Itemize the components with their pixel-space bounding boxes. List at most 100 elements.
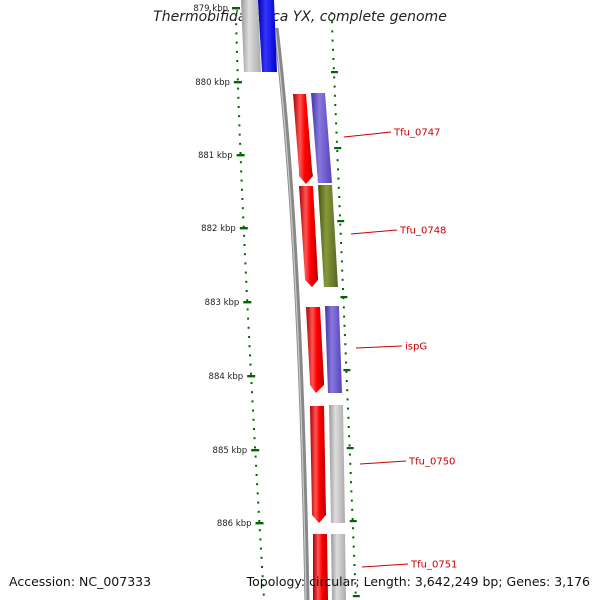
scale-dot [253,437,256,440]
scale-dot [343,315,346,318]
kbp-tick-label: 885 kbp [213,446,248,456]
scale-dot [338,214,341,217]
scale-dot [250,382,253,384]
scale-dot [344,343,347,346]
kbp-tick-mark [243,301,252,304]
scale-dot [253,428,255,430]
gene-leader-line [350,229,398,235]
scale-dot [257,510,260,513]
scale-dot [241,188,243,191]
gene-arrow-tfu0747 [293,94,313,184]
scale-dot [347,407,349,410]
gene-leader-line [359,460,407,465]
scale-dot [238,124,241,127]
kbp-tick-label: 881 kbp [198,151,233,161]
scale-dot [333,76,336,79]
scale-dot [347,416,350,419]
kbp-tick-label: 884 kbp [209,372,244,382]
scale-dot [257,501,260,504]
scale-dot [250,372,252,375]
scale-dot [261,575,264,578]
scale-dot [348,444,351,447]
scale-dot [354,591,357,594]
scale-dot [345,361,348,364]
scale-dot [236,60,239,62]
scale-dot [349,472,352,474]
cog-bar-tfu0747 [311,93,332,183]
gene-label: Tfu_0747 [393,128,440,139]
right-tick-mark [337,220,345,223]
scale-dot [344,352,347,355]
scale-dot [239,142,242,145]
gene-arrow-tfu0748 [299,186,318,287]
scale-dot [335,131,338,134]
scale-dot [235,23,238,26]
scale-dot [340,260,343,263]
scale-dot [259,547,262,550]
right-tick-mark [346,447,354,450]
scale-dot [254,446,256,449]
scale-dot [255,474,258,476]
cog-bar-tfu0748 [318,185,338,287]
accession-text: Accession: NC_007333 [9,574,152,589]
right-tick-mark [349,520,357,523]
scale-dot [338,205,341,208]
scale-dot [241,198,244,200]
kbp-tick-mark [232,7,240,10]
scale-dot [335,122,338,125]
kbp-ticks: 879 kbp 880 kbp 881 kbp 882 kbp 883 kbp 884 k… [193,4,264,529]
gene-labels: Tfu_0747 Tfu_0748 ispG Tfu_0750 Tfu_0751 [343,128,457,571]
gene-leader-line [361,563,409,568]
scale-dot [246,308,249,311]
gene-arrow-tfu0751 [313,534,328,600]
scale-dot [243,253,246,256]
gene-label: ispG [405,342,427,353]
gene-arrow-ispg [306,307,324,393]
scale-dot [346,398,349,401]
scale-dot [352,536,355,539]
scale-dot [239,152,242,154]
topology-text: Topology: circular; Length: 3,642,249 bp… [246,574,590,589]
scale-dot [352,527,354,530]
cog-bar-ispg [325,306,342,393]
gene-label: Tfu_0750 [408,457,455,468]
kbp-tick-mark [251,449,260,452]
scale-dot [350,490,353,493]
scale-dot [236,69,239,72]
scale-dot [240,179,243,182]
scale-dot [337,168,339,171]
gene-label: Tfu_0751 [410,560,457,571]
scale-dot [350,481,352,484]
scale-dot [340,242,343,244]
kbp-tick-label: 882 kbp [201,224,236,234]
gene-arrow-tfu0750 [310,406,326,523]
scale-dot [353,554,356,557]
scale-dot [345,370,348,373]
scale-dot [331,39,334,42]
scale-dot [352,545,355,548]
cog-bar-tfu0750 [329,405,345,523]
scale-dot [336,150,339,152]
kbp-tick-label: 880 kbp [195,78,230,88]
scale-dot [343,324,346,327]
right-tick-mark [331,71,338,74]
scale-dot [251,391,253,394]
scale-dot [240,170,243,173]
scale-dot [251,400,254,403]
scale-dot [235,14,238,16]
scale-dot [345,380,348,382]
scale-dot [340,251,343,254]
scale-dot [262,584,265,587]
scale-dot [332,48,334,51]
kbp-tick-mark [247,375,256,378]
scale-dot [252,418,255,421]
scale-dot [330,21,333,24]
scale-dot [337,186,340,189]
gene-label: Tfu_0748 [399,226,446,237]
scale-dot [244,262,247,265]
genome-backbone-highlight [274,27,307,600]
kbp-tick-label: 879 kbp [193,4,228,14]
scale-dot [252,409,254,412]
scale-dot [236,78,239,81]
